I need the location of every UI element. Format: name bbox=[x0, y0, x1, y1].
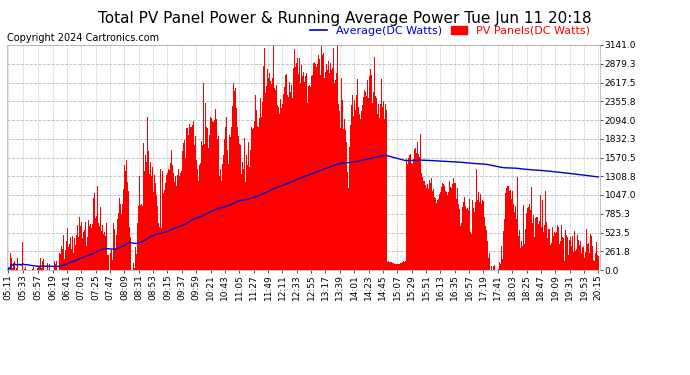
Text: Total PV Panel Power & Running Average Power Tue Jun 11 20:18: Total PV Panel Power & Running Average P… bbox=[98, 11, 592, 26]
Legend: Average(DC Watts), PV Panels(DC Watts): Average(DC Watts), PV Panels(DC Watts) bbox=[306, 21, 595, 40]
Text: Copyright 2024 Cartronics.com: Copyright 2024 Cartronics.com bbox=[7, 33, 159, 43]
